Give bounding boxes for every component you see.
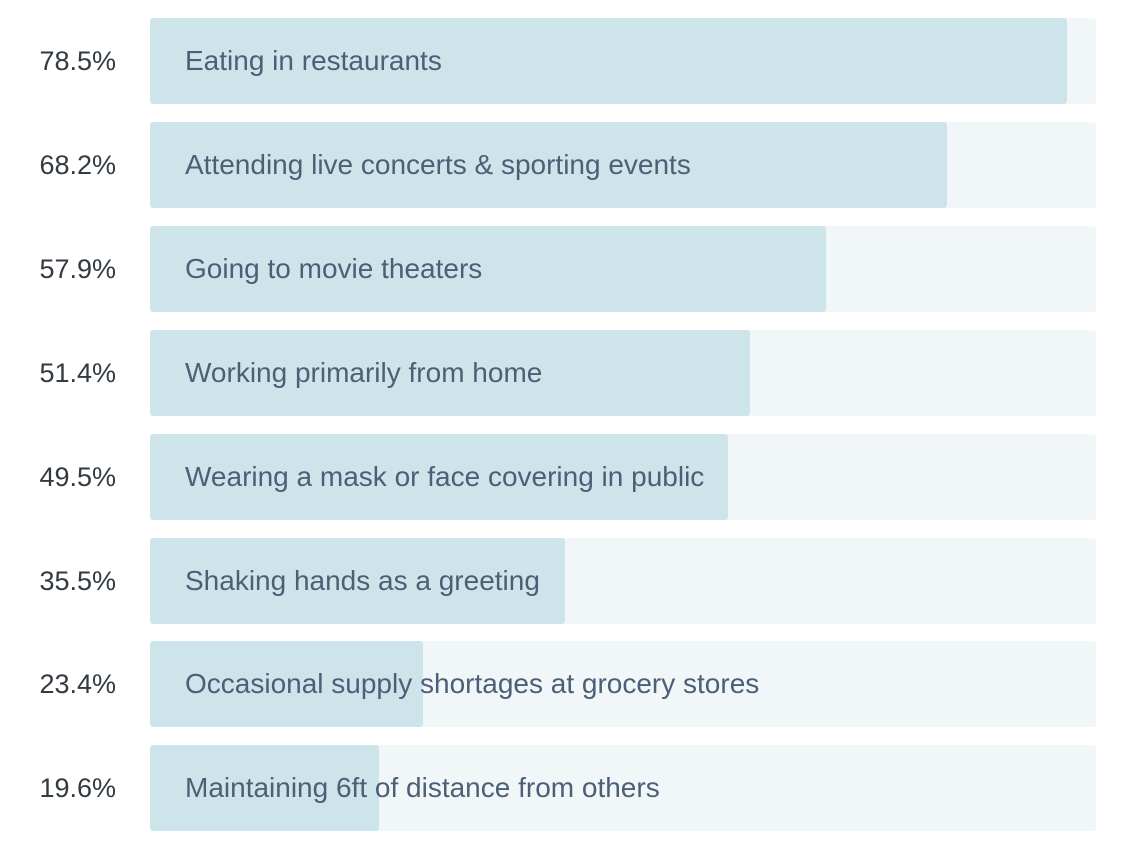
bar-row: 49.5% Wearing a mask or face covering in …	[0, 433, 1128, 520]
value-label: 49.5%	[39, 461, 116, 492]
category-label: Eating in restaurants	[185, 45, 442, 76]
bar	[150, 745, 379, 832]
bar-track: Attending live concerts & sporting event…	[150, 121, 1096, 208]
bar-track: Wearing a mask or face covering in publi…	[150, 433, 1096, 520]
bar	[150, 537, 565, 624]
category-label: Working primarily from home	[185, 356, 543, 388]
category-label: Wearing a mask or face covering in publi…	[185, 460, 705, 492]
bar	[150, 433, 729, 520]
bar-row: 68.2% Attending live concerts & sporting …	[0, 121, 1128, 208]
bar-track: Occasional supply shortages at grocery s…	[150, 641, 1096, 728]
bar-row: 23.4% Occasional supply shortages at groc…	[0, 641, 1128, 728]
category-label: Shaking hands as a greeting	[185, 564, 540, 596]
category-label: Occasional supply shortages at grocery s…	[185, 668, 760, 700]
bar-track: Eating in restaurants	[150, 18, 1096, 104]
bar	[150, 18, 1067, 104]
value-label: 23.4%	[39, 669, 116, 700]
bar-row: 35.5% Shaking hands as a greeting	[0, 537, 1128, 624]
value-label: 19.6%	[39, 773, 116, 804]
value-label: 78.5%	[39, 46, 116, 76]
bar	[150, 225, 827, 312]
bar-row: 19.6% Maintaining 6ft of distance from ot…	[0, 745, 1128, 832]
category-label: Maintaining 6ft of distance from others	[185, 772, 660, 804]
bar	[150, 641, 424, 728]
value-label: 68.2%	[39, 149, 116, 180]
bar-track: Working primarily from home	[150, 329, 1096, 416]
category-label: Attending live concerts & sporting event…	[185, 148, 691, 180]
bar-track: Shaking hands as a greeting	[150, 537, 1096, 624]
bar-track: Going to movie theaters	[150, 225, 1096, 312]
value-label: 51.4%	[39, 357, 116, 388]
bar-track: Maintaining 6ft of distance from others	[150, 745, 1096, 832]
bar-row: 51.4% Working primarily from home	[0, 329, 1128, 416]
bar-row: 78.5% Eating in restaurants	[0, 18, 1128, 104]
bar	[150, 329, 751, 416]
value-label: 57.9%	[39, 253, 116, 284]
category-label: Going to movie theaters	[185, 252, 483, 284]
value-label: 35.5%	[39, 565, 116, 596]
bar-row: 57.9% Going to movie theaters	[0, 225, 1128, 312]
bar	[150, 121, 947, 208]
